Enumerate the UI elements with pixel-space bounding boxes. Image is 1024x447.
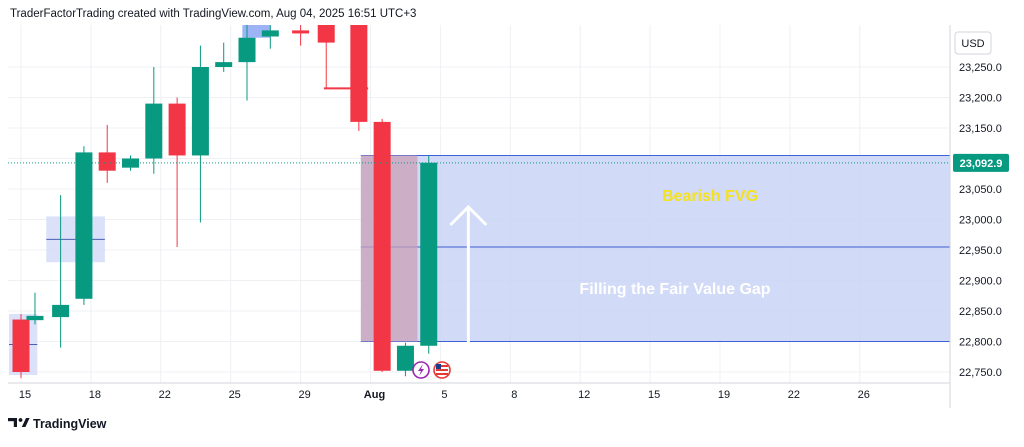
candle-bullish[interactable] [420,162,438,346]
currency-label: USD [961,38,984,50]
candle-bearish[interactable] [317,25,335,43]
tradingview-logo[interactable]: TradingView [8,417,107,431]
candle-bearish[interactable] [98,152,116,171]
candle-bearish[interactable] [12,319,30,372]
candle-bearish[interactable] [292,30,310,34]
up-arrow-head [449,204,488,227]
lightning-event-icon[interactable] [412,361,430,379]
label-filling-fvg: Filling the Fair Value Gap [579,281,770,298]
y-tick-label: 22,950.0 [959,245,1002,257]
y-tick-label: 23,200.0 [959,93,1002,105]
candle-bullish[interactable] [26,315,44,321]
chart-credit: TraderFactorTrading created with Trading… [10,8,416,20]
candle-bullish[interactable] [396,345,414,371]
tv-logo-icon [8,418,30,427]
y-tick-label: 23,150.0 [959,123,1002,135]
y-tick-label: 22,750.0 [959,367,1002,379]
y-tick-label: 23,250.0 [959,62,1002,74]
candle-bullish[interactable] [145,103,163,159]
y-tick-label: 22,850.0 [959,306,1002,318]
candle-bearish[interactable] [350,25,368,122]
overlay-layer: Bearish FVG Filling the Fair Value Gap [8,87,950,379]
us-flag-event-icon[interactable] [433,361,451,379]
currency-badge[interactable]: USD [954,31,992,55]
currency-badge-box [954,31,992,55]
x-tick-label: 25 [229,389,241,401]
x-tick-label: 29 [298,389,310,401]
candle-bullish[interactable] [215,62,233,67]
y-tick-label: 23,000.0 [959,215,1002,227]
y-tick-label: 22,900.0 [959,276,1002,288]
last-price-value: 23,092.9 [960,158,1003,170]
tv-logo-text: TradingView [33,417,107,431]
candle-bearish[interactable] [168,103,186,156]
label-bearish-fvg: Bearish FVG [662,188,758,205]
candle-bullish[interactable] [52,304,70,318]
x-tick-label: 22 [788,389,800,401]
y-tick-label: 22,800.0 [959,337,1002,349]
last-price-badge[interactable]: 23,092.9 [953,153,1009,172]
candle-bullish[interactable] [261,30,279,37]
x-tick-label: 5 [441,389,447,401]
x-tick-label: 15 [648,389,660,401]
x-tick-label: 12 [578,389,590,401]
x-tick-label: Aug [364,389,385,401]
y-tick-label: 23,050.0 [959,184,1002,196]
x-tick-label: 26 [858,389,870,401]
x-tick-label: 15 [19,389,31,401]
candle-bullish[interactable] [75,152,93,299]
candles-layer [12,25,438,379]
candle-bearish[interactable] [373,121,391,371]
bearish-fvg-zone[interactable] [360,155,951,342]
zones-layer [9,25,951,376]
x-tick-label: 19 [718,389,730,401]
candle-bullish[interactable] [238,37,256,63]
candle-bullish[interactable] [191,67,209,156]
x-tick-label: 22 [159,389,171,401]
time-axis[interactable]: 15 18 22 25 29 Aug 5 8 12 15 19 22 26 [19,389,870,401]
candle-bullish[interactable] [122,158,140,168]
x-tick-label: 18 [89,389,101,401]
x-tick-label: 8 [511,389,517,401]
price-axis[interactable]: 22,750.0 22,800.0 22,850.0 22,900.0 22,950.0… [953,62,1009,379]
